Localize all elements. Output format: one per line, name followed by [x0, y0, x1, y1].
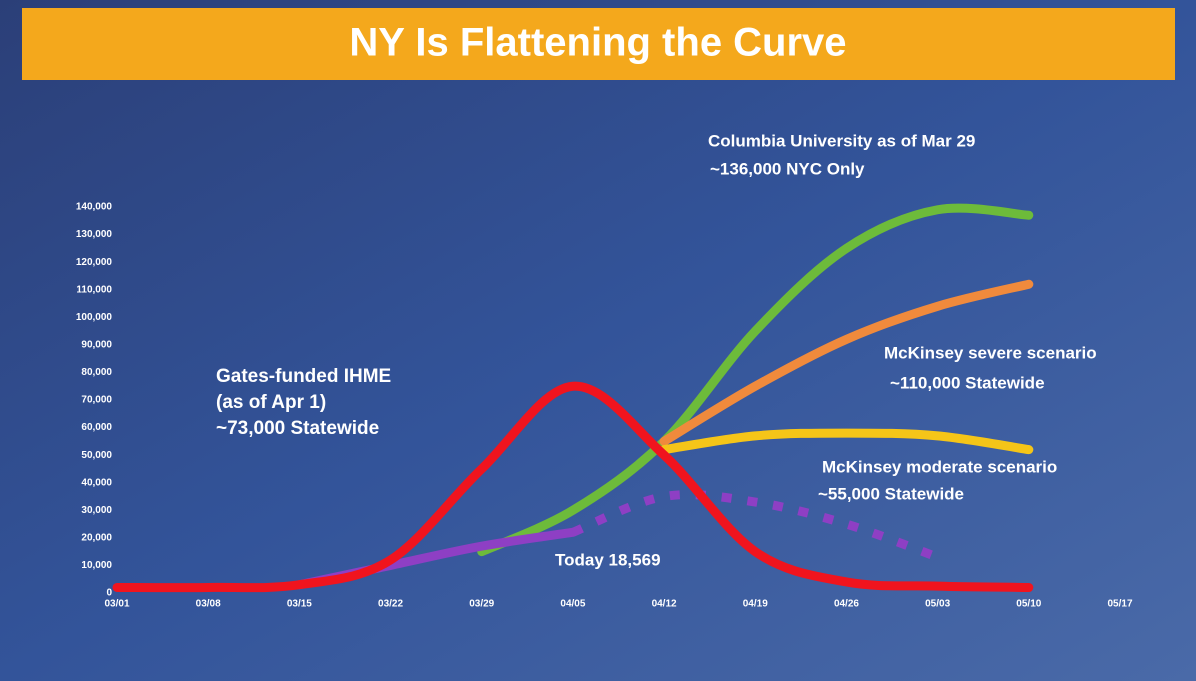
x-tick-label: 05/03	[925, 599, 950, 610]
y-tick-label: 30,000	[81, 505, 112, 516]
y-tick-label: 10,000	[81, 560, 112, 571]
x-tick-label: 04/12	[652, 599, 677, 610]
y-tick-label: 80,000	[81, 367, 112, 378]
annotation: ~73,000 Statewide	[216, 418, 379, 439]
x-tick-label: 04/26	[834, 599, 859, 610]
annotation: McKinsey moderate scenario	[822, 457, 1057, 476]
y-tick-label: 130,000	[76, 229, 113, 240]
annotation: Today 18,569	[555, 550, 661, 569]
x-tick-label: 03/01	[104, 599, 129, 610]
y-tick-label: 120,000	[76, 257, 113, 268]
x-tick-label: 03/08	[196, 599, 221, 610]
y-tick-label: 110,000	[76, 284, 112, 295]
chart-title: NY Is Flattening the Curve	[349, 21, 846, 65]
series-line	[571, 490, 940, 562]
y-tick-label: 20,000	[81, 532, 112, 543]
annotation: Gates-funded IHME	[216, 366, 391, 387]
annotation: ~110,000 Statewide	[890, 373, 1045, 392]
series-line	[659, 279, 1034, 446]
annotation: ~55,000 Statewide	[818, 484, 964, 503]
x-tick-label: 03/29	[469, 599, 494, 610]
annotation: ~136,000 NYC Only	[710, 159, 865, 178]
y-tick-label: 100,000	[76, 312, 113, 323]
x-tick-label: 04/19	[743, 599, 768, 610]
x-tick-label: 04/05	[560, 599, 585, 610]
x-tick-label: 03/22	[378, 599, 403, 610]
series-line	[112, 381, 1034, 593]
title-bar	[22, 8, 1175, 80]
y-tick-label: 0	[106, 588, 112, 599]
series-line	[477, 203, 1034, 557]
x-tick-label: 05/10	[1016, 599, 1041, 610]
y-tick-label: 60,000	[81, 422, 112, 433]
y-tick-label: 40,000	[81, 477, 112, 488]
series-line	[659, 428, 1034, 455]
x-tick-label: 05/17	[1107, 599, 1132, 610]
annotation: (as of Apr 1)	[216, 392, 326, 413]
annotation: McKinsey severe scenario	[884, 343, 1097, 362]
x-tick-label: 03/15	[287, 599, 312, 610]
y-tick-label: 90,000	[81, 339, 112, 350]
y-tick-label: 50,000	[81, 450, 112, 461]
y-tick-label: 140,000	[76, 202, 113, 213]
y-tick-label: 70,000	[81, 395, 112, 406]
annotation: Columbia University as of Mar 29	[708, 131, 975, 150]
